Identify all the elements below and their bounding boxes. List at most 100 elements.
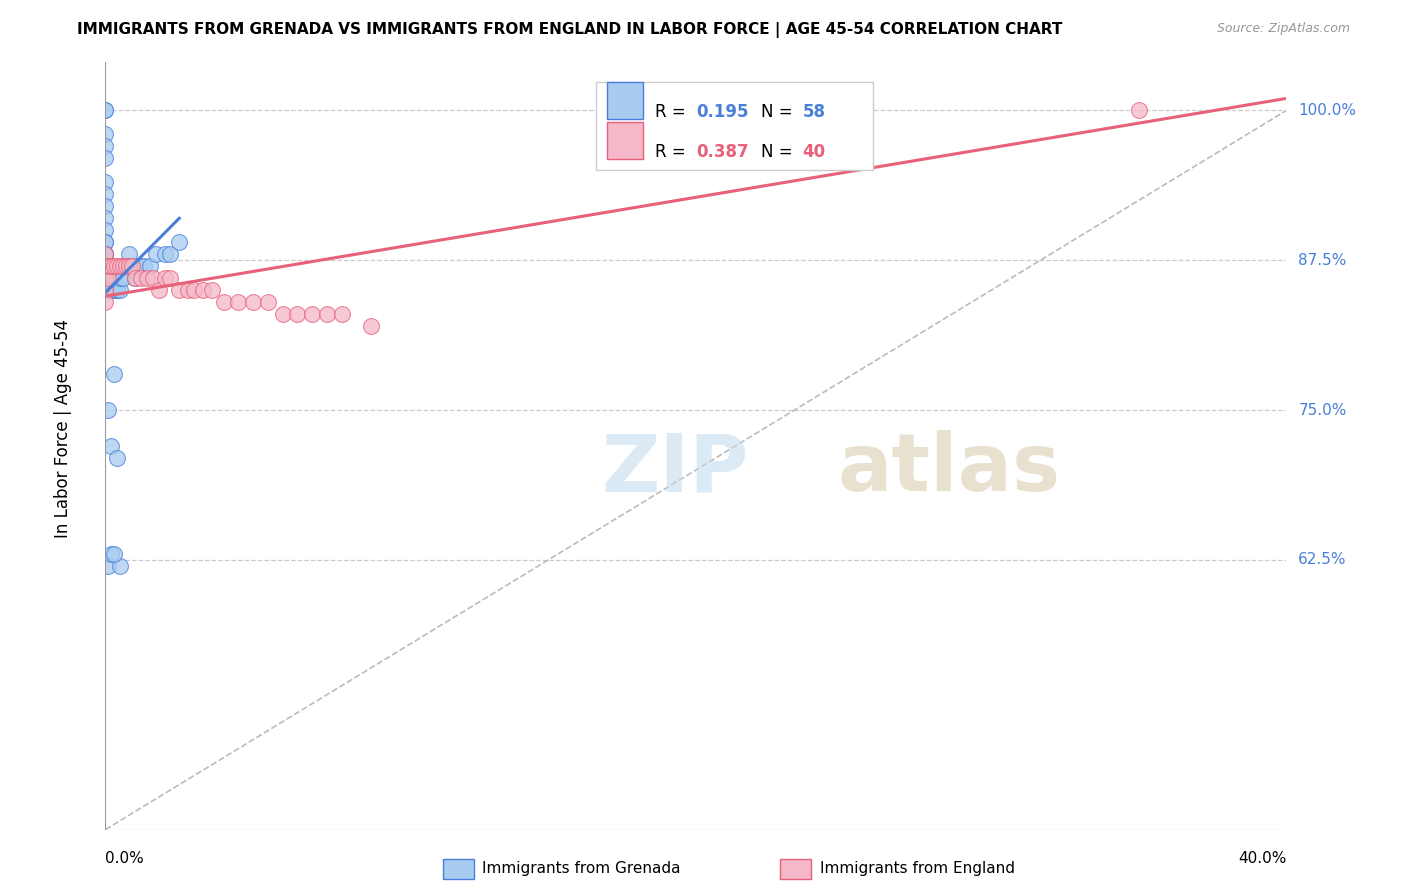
- Point: [105, 259, 128, 273]
- Point: [94, 259, 117, 273]
- Point: [145, 247, 167, 261]
- Point: [212, 295, 235, 310]
- Point: [110, 259, 132, 273]
- Text: N =: N =: [761, 144, 797, 161]
- Point: [94, 103, 117, 118]
- Point: [100, 439, 122, 453]
- Point: [94, 247, 117, 261]
- Point: [112, 271, 135, 285]
- Bar: [596, 81, 873, 169]
- Point: [100, 547, 122, 561]
- Text: 58: 58: [803, 103, 825, 121]
- Point: [94, 259, 117, 273]
- Bar: [607, 82, 643, 119]
- Point: [103, 271, 125, 285]
- Point: [110, 558, 132, 573]
- Text: 0.0%: 0.0%: [105, 851, 145, 866]
- Point: [97, 259, 120, 273]
- Point: [105, 283, 128, 297]
- Point: [129, 271, 152, 285]
- Point: [153, 247, 176, 261]
- Text: In Labor Force | Age 45-54: In Labor Force | Age 45-54: [55, 318, 72, 538]
- Text: 62.5%: 62.5%: [1298, 552, 1347, 567]
- Point: [169, 283, 191, 297]
- Point: [100, 271, 122, 285]
- Point: [94, 271, 117, 285]
- Point: [100, 271, 122, 285]
- Text: Immigrants from England: Immigrants from England: [820, 862, 1015, 876]
- Point: [94, 103, 117, 118]
- Point: [159, 271, 181, 285]
- Point: [94, 223, 117, 237]
- Point: [97, 558, 120, 573]
- Point: [103, 367, 125, 381]
- Point: [138, 259, 162, 273]
- Point: [94, 211, 117, 226]
- Text: 40.0%: 40.0%: [1239, 851, 1286, 866]
- Point: [183, 283, 205, 297]
- Text: 40: 40: [803, 144, 825, 161]
- Point: [124, 271, 146, 285]
- Point: [360, 319, 382, 334]
- Point: [228, 295, 250, 310]
- Point: [103, 547, 125, 561]
- Point: [100, 283, 122, 297]
- Point: [330, 307, 353, 321]
- Point: [94, 283, 117, 297]
- Point: [242, 295, 264, 310]
- Point: [121, 259, 143, 273]
- Point: [110, 283, 132, 297]
- Point: [169, 235, 191, 250]
- Text: 100.0%: 100.0%: [1298, 103, 1357, 118]
- Point: [103, 283, 125, 297]
- Point: [94, 247, 117, 261]
- Point: [257, 295, 280, 310]
- Text: R =: R =: [655, 103, 690, 121]
- Text: 87.5%: 87.5%: [1298, 252, 1347, 268]
- Point: [97, 271, 120, 285]
- Point: [191, 283, 214, 297]
- Point: [94, 235, 117, 250]
- Point: [153, 271, 176, 285]
- Point: [103, 283, 125, 297]
- Point: [94, 152, 117, 166]
- Point: [97, 403, 120, 417]
- Point: [287, 307, 309, 321]
- Point: [94, 128, 117, 142]
- Text: 75.0%: 75.0%: [1298, 402, 1347, 417]
- Point: [94, 271, 117, 285]
- Point: [110, 271, 132, 285]
- Text: N =: N =: [761, 103, 797, 121]
- Point: [301, 307, 323, 321]
- Bar: [607, 122, 643, 160]
- Point: [135, 271, 157, 285]
- Point: [132, 259, 155, 273]
- Point: [124, 271, 146, 285]
- Point: [118, 247, 141, 261]
- Point: [97, 283, 120, 297]
- Point: [115, 259, 138, 273]
- Point: [94, 175, 117, 189]
- Point: [129, 259, 152, 273]
- Point: [94, 247, 117, 261]
- Text: Source: ZipAtlas.com: Source: ZipAtlas.com: [1216, 22, 1350, 36]
- Text: Immigrants from Grenada: Immigrants from Grenada: [482, 862, 681, 876]
- Point: [94, 199, 117, 213]
- Point: [94, 259, 117, 273]
- Point: [127, 259, 149, 273]
- Point: [94, 295, 117, 310]
- Point: [94, 271, 117, 285]
- Point: [97, 271, 120, 285]
- Point: [201, 283, 224, 297]
- Text: atlas: atlas: [838, 430, 1060, 508]
- Point: [118, 259, 141, 273]
- Point: [100, 259, 122, 273]
- Point: [97, 271, 120, 285]
- Point: [159, 247, 181, 261]
- Text: 0.195: 0.195: [696, 103, 748, 121]
- Point: [1128, 103, 1150, 118]
- Point: [112, 259, 135, 273]
- Point: [112, 259, 135, 273]
- Point: [97, 259, 120, 273]
- Text: 0.387: 0.387: [696, 144, 748, 161]
